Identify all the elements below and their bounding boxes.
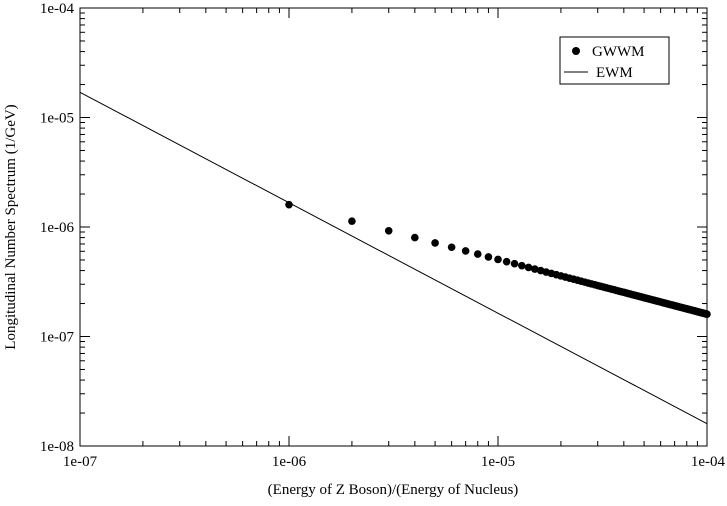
plot-layer [79,91,711,425]
series-line-ewm [79,91,708,425]
data-point-gwwm [411,233,419,242]
x-tick-label: 1e-04 [691,454,726,470]
data-point-gwwm [431,239,439,247]
data-point-gwwm [447,243,456,252]
y-tick-label: 1e-04 [40,1,75,17]
y-tick-label: 1e-08 [40,439,74,455]
data-point-gwwm [285,200,293,209]
ticks-layer [79,7,708,447]
data-point-gwwm [348,217,356,225]
data-point-gwwm [531,265,539,273]
data-point-gwwm [484,253,493,261]
tick-labels-layer: 1e-07 1e-06 1e-05 1e-041e-081e-071e-061e-05… [40,1,726,470]
y-tick-label: 1e-07 [40,330,75,346]
data-point-gwwm [461,247,470,255]
x-tick-label: 1e-06 [272,454,307,470]
legend: GWWM EWM [559,36,670,85]
y-tick-label: 1e-06 [40,220,75,236]
data-point-gwwm [518,261,526,270]
data-point-gwwm [510,259,519,268]
x-tick-label: 1e-05 [481,454,515,470]
y-tick-label: 1e-05 [40,111,74,127]
data-point-gwwm [473,250,482,258]
x-axis-label: (Energy of Z Boson)/(Energy of Nucleus) [268,482,519,498]
x-tick-label: 1e-07 [63,454,98,470]
legend-label-ewm: EWM [596,65,633,81]
data-point-gwwm [384,226,393,235]
y-axis-label: Longitudinal Number Spectrum (1/GeV) [3,104,19,349]
legend-marker-gwwm [572,47,580,55]
data-point-gwwm [502,257,511,266]
legend-label-gwwm: GWWM [592,44,645,60]
legend-box [559,36,670,85]
data-point-gwwm [524,263,533,272]
data-point-gwwm [494,255,502,264]
